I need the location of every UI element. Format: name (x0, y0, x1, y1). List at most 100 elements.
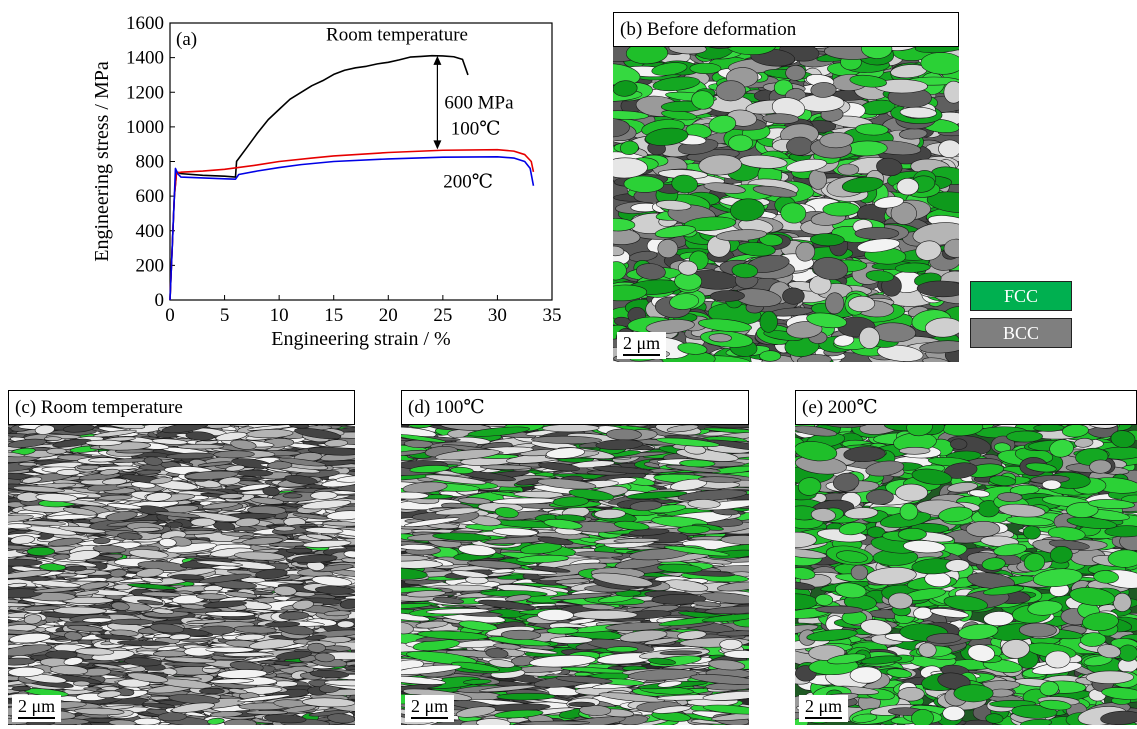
bcc-grain (291, 554, 338, 564)
bcc-grain (117, 532, 143, 541)
bcc-grain (819, 132, 854, 149)
bcc-grain (322, 521, 355, 527)
x-tick-label: 30 (488, 305, 507, 326)
bcc-grain (264, 714, 307, 724)
bcc-grain (106, 510, 138, 522)
bcc-grain (925, 317, 959, 338)
fcc-grain (895, 262, 931, 273)
bcc-grain (343, 550, 355, 559)
bcc-grain (235, 517, 260, 527)
bcc-grain (709, 290, 745, 302)
bcc-grain (171, 702, 216, 713)
bcc-grain (33, 586, 79, 594)
fcc-grain (127, 583, 177, 590)
bcc-grain (75, 647, 115, 656)
bcc-grain (205, 646, 255, 653)
fcc-grain (849, 74, 887, 88)
bcc-grain (278, 611, 310, 620)
y-tick-label: 200 (136, 255, 165, 276)
fcc-grain (652, 76, 700, 92)
fcc-grain (689, 62, 722, 75)
bcc-grain (85, 439, 123, 446)
bcc-grain (896, 178, 919, 196)
bcc-grain (314, 586, 355, 595)
bcc-grain (856, 238, 901, 253)
bcc-grain (74, 707, 125, 716)
bcc-grain (213, 580, 257, 590)
bcc-grain (8, 602, 32, 607)
fcc-grain (855, 123, 889, 136)
fcc-grain (698, 318, 752, 333)
bcc-grain (636, 263, 666, 280)
fcc-grain (926, 191, 959, 213)
bcc-grain (92, 545, 127, 554)
bcc-grain (795, 241, 816, 262)
bcc-grain (141, 577, 163, 584)
bcc-grain (273, 585, 297, 596)
bcc-grain (228, 688, 248, 695)
fcc-grain (759, 233, 783, 247)
bcc-grain (201, 501, 239, 510)
scale-bar-line-b (623, 354, 661, 356)
bcc-grain (323, 610, 352, 617)
bcc-grain (301, 697, 355, 708)
bcc-grain (8, 451, 25, 458)
bcc-grain (240, 577, 266, 583)
bcc-grain (324, 439, 348, 448)
annotation-arrow-head-top (433, 55, 442, 65)
bcc-grain (102, 478, 128, 486)
bcc-grain (337, 620, 355, 629)
bcc-grain (237, 469, 273, 477)
bcc-grain (324, 679, 355, 687)
bcc-grain (678, 260, 698, 276)
bcc-grain (312, 564, 354, 573)
bcc-grain (163, 656, 217, 664)
bcc-grain (127, 672, 169, 683)
legend-fcc: FCC (970, 281, 1072, 311)
bcc-grain (785, 65, 806, 81)
series-label-2: 200℃ (443, 171, 493, 192)
x-tick-label: 15 (324, 305, 343, 326)
bcc-grain (708, 333, 732, 343)
fcc-grain (613, 218, 636, 232)
bcc-grain (151, 608, 175, 615)
bcc-grain (151, 438, 188, 445)
fcc-grain (613, 284, 648, 302)
bcc-grain (285, 547, 313, 554)
bcc-grain (797, 354, 832, 362)
bcc-grain (157, 712, 187, 722)
bcc-grain (197, 461, 232, 467)
y-tick-label: 600 (136, 186, 165, 207)
bcc-grain (922, 357, 951, 362)
bcc-grain (64, 631, 83, 641)
scale-bar-b: 2 μm (617, 332, 667, 359)
bcc-grain (786, 158, 828, 173)
bcc-grain (858, 326, 880, 349)
bcc-grain (141, 591, 181, 598)
bcc-grain (301, 499, 352, 510)
bcc-grain (124, 657, 162, 667)
bcc-grain (65, 565, 87, 572)
bcc-grain (180, 603, 207, 610)
y-tick-label: 400 (136, 221, 165, 242)
scale-bar-c: 2 μm (12, 695, 62, 722)
bcc-grain (106, 503, 142, 510)
bcc-grain (848, 295, 876, 312)
fcc-grain (613, 63, 641, 86)
bcc-grain (108, 719, 137, 725)
bcc-grain (314, 652, 335, 663)
fcc-grain (613, 80, 638, 97)
bcc-grain (613, 157, 648, 179)
bcc-grain (8, 657, 36, 666)
fcc-grain (654, 225, 696, 238)
bcc-grain (170, 574, 205, 581)
series-label-1: 100℃ (451, 119, 501, 140)
bcc-grain (876, 157, 903, 177)
y-tick-label: 1600 (126, 13, 164, 34)
bcc-grain (262, 486, 280, 496)
bcc-grain (8, 438, 47, 448)
bcc-grain (145, 492, 172, 502)
fcc-grain (780, 202, 807, 224)
bcc-grain (136, 599, 164, 606)
bcc-grain (45, 513, 98, 520)
